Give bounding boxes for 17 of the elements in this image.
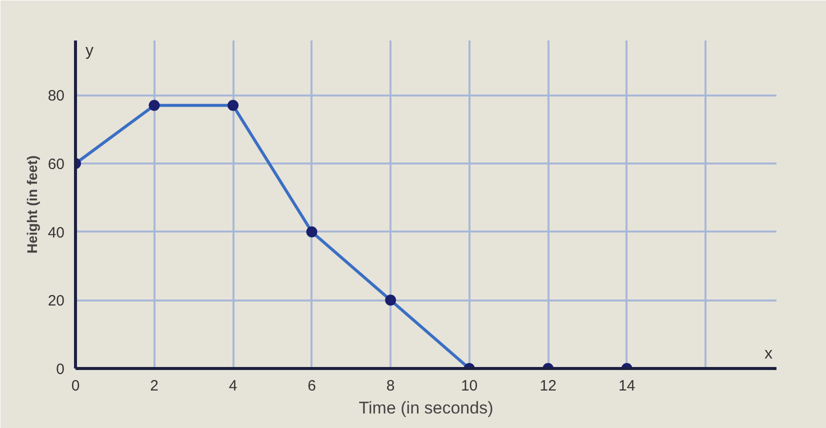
y-tick-label: 40	[48, 224, 65, 242]
y-tick-label: 80	[48, 88, 65, 105]
x-tick-label: 12	[540, 378, 556, 394]
annotation: y	[86, 42, 94, 60]
annotation: x	[764, 346, 772, 362]
x-tick-label: 10	[460, 378, 478, 394]
y-tick-label: 60	[48, 156, 65, 173]
y-tick-label: 20	[48, 292, 65, 310]
y-tick-label: 0	[56, 361, 64, 378]
x-tick-label: 14	[618, 378, 636, 394]
y-axis-title: Height (in feet)	[24, 155, 40, 254]
x-tick-label: 2	[150, 378, 158, 394]
x-tick-label: 8	[386, 378, 395, 394]
x-tick-label: 4	[228, 378, 238, 394]
x-tick-label: 6	[308, 378, 316, 394]
x-tick-label: 0	[71, 378, 80, 394]
x-axis-title: Time (in seconds)	[358, 398, 494, 418]
